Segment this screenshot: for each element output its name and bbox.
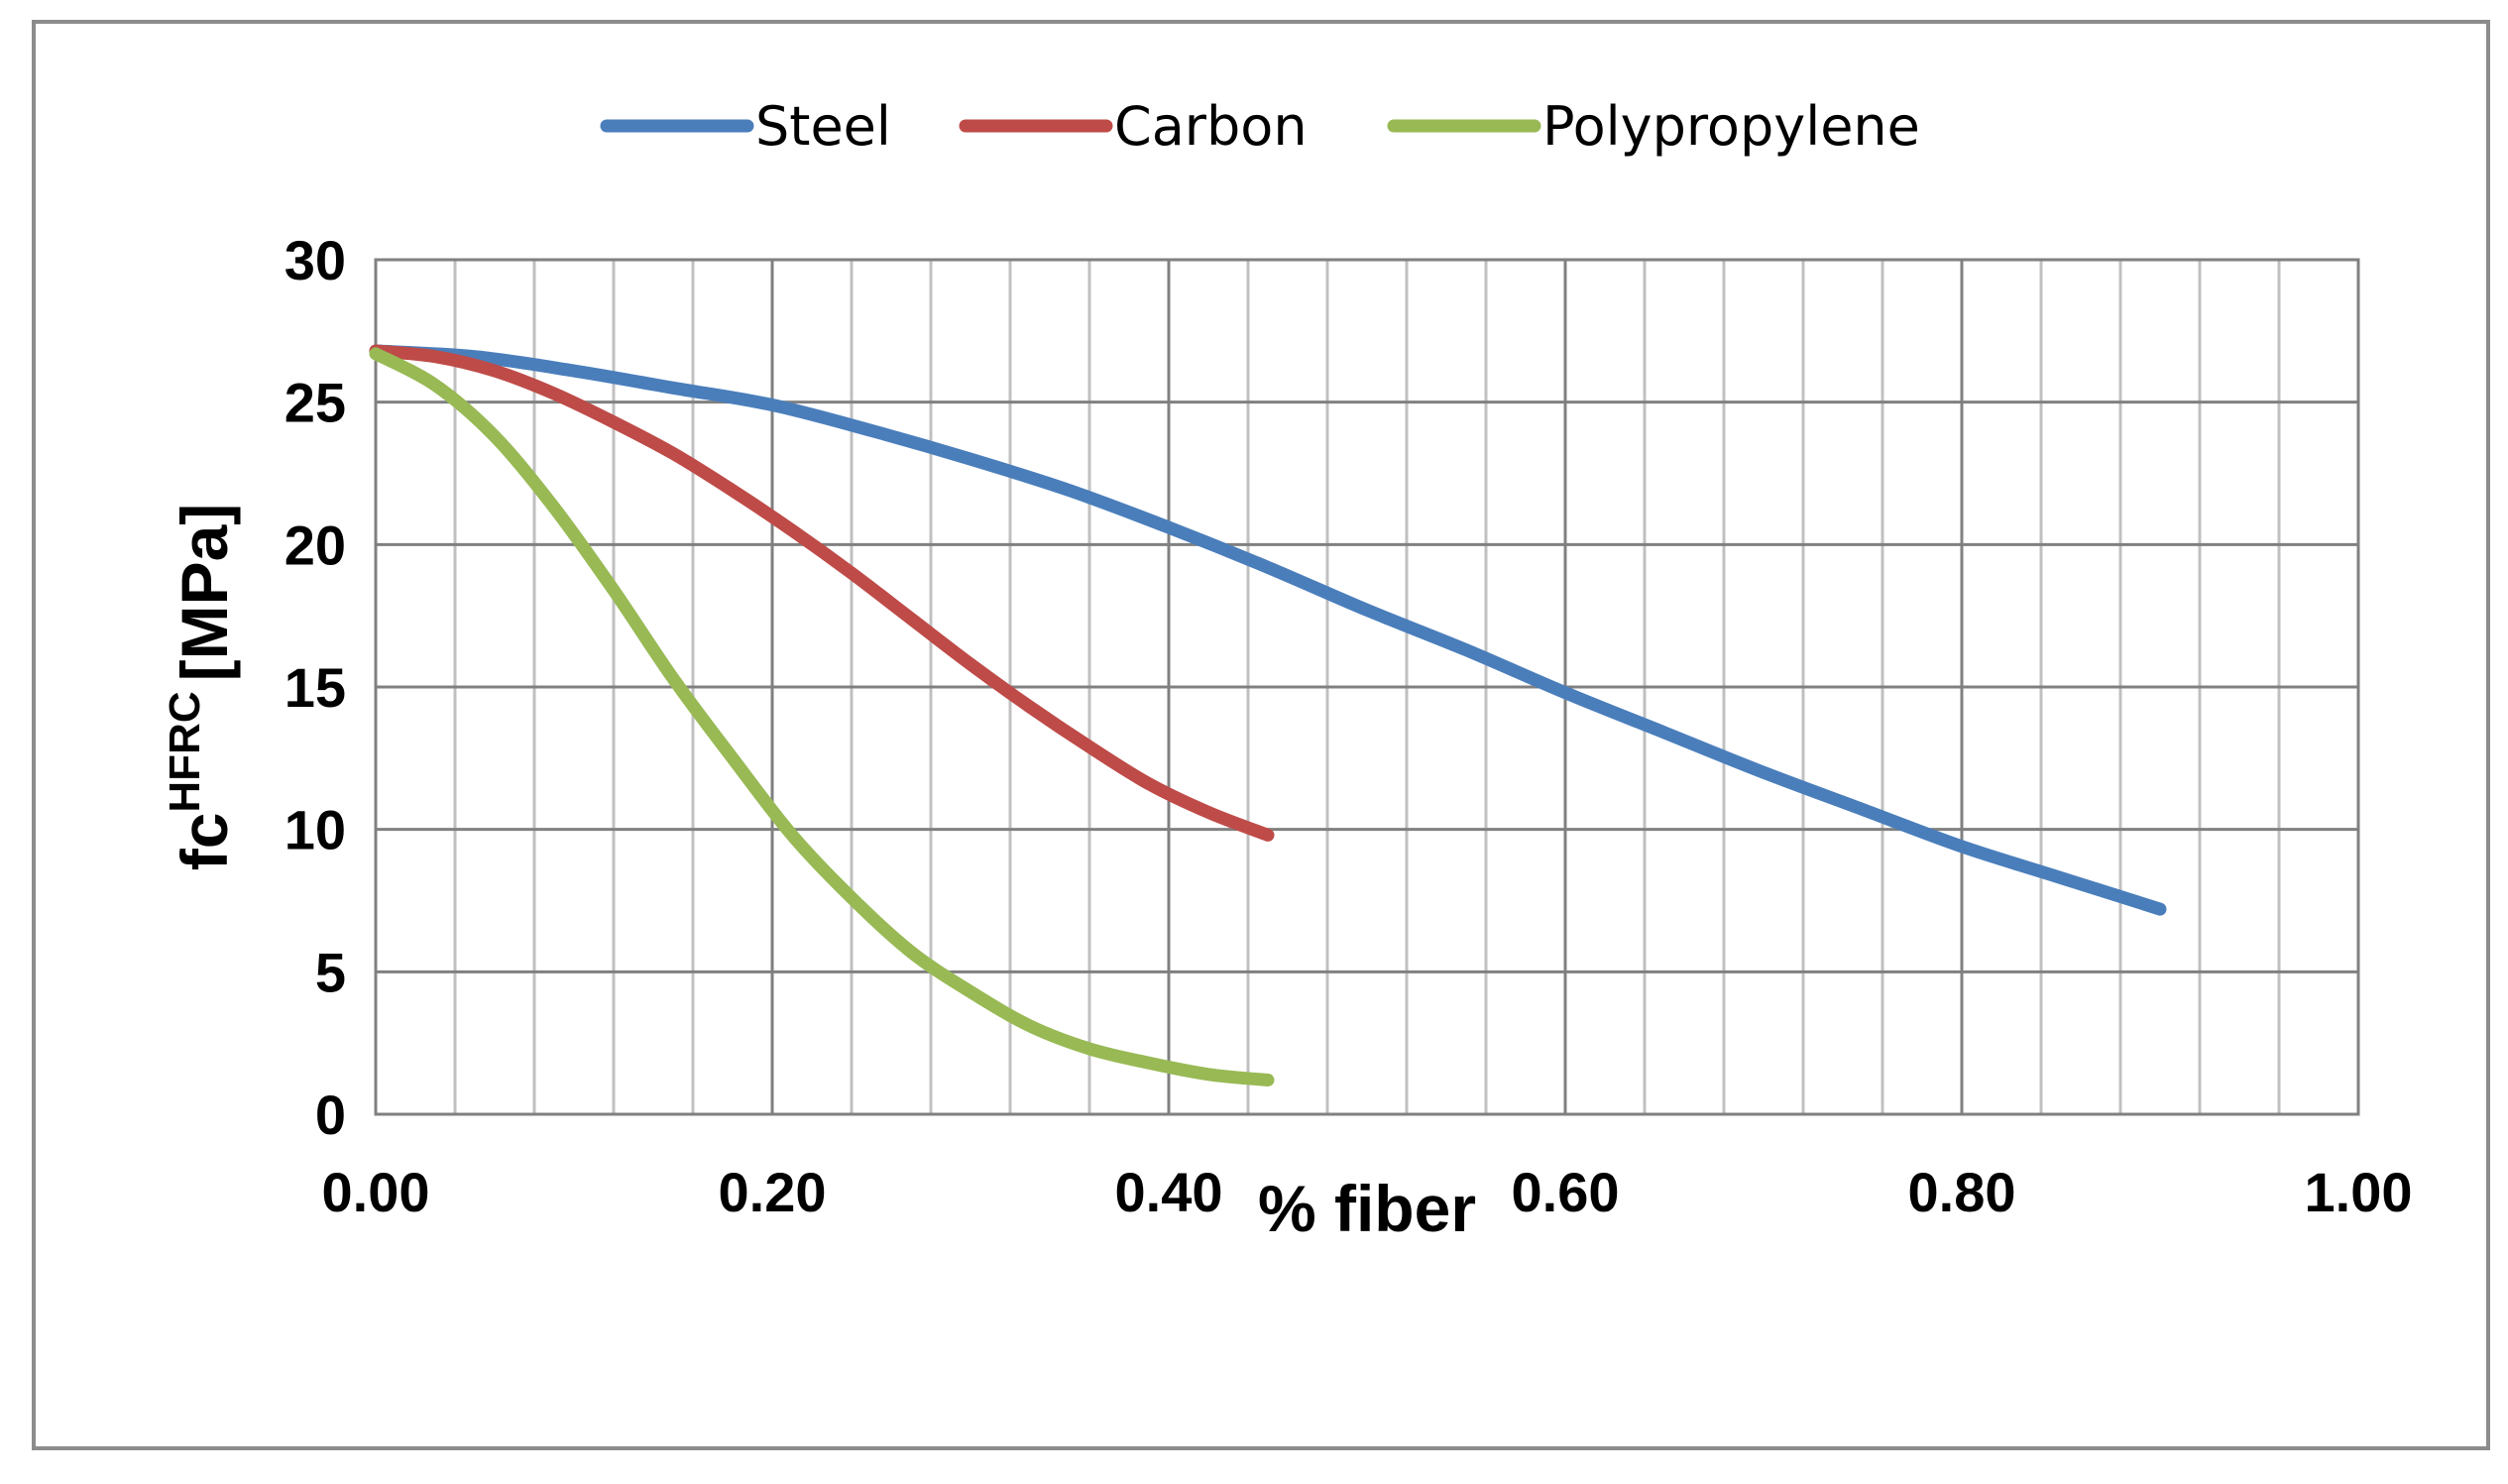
major-gridlines (376, 260, 2358, 1114)
chart-frame: 0 5 10 15 20 25 30 0.00 0.20 0.40 0.60 0.80 1.00 % … (32, 20, 2490, 1450)
x-axis-title: % fiber (1258, 1172, 1476, 1245)
legend-label-steel: Steel (755, 95, 891, 158)
line-chart: 0 5 10 15 20 25 30 0.00 0.20 0.40 0.60 0.80 1.00 % … (161, 95, 2413, 1245)
x-tick-label: 0.60 (1512, 1161, 1620, 1223)
y-tick-label: 10 (285, 799, 346, 861)
x-tick-label: 0.20 (719, 1161, 827, 1223)
x-axis-ticks: 0.00 0.20 0.40 0.60 0.80 1.00 (322, 1161, 2413, 1223)
x-tick-label: 0.00 (322, 1161, 430, 1223)
y-axis-title-superscript: HFRC (161, 691, 209, 812)
series-layer (369, 344, 2167, 1087)
x-tick-label: 1.00 (2305, 1161, 2413, 1223)
y-tick-label: 20 (285, 514, 346, 576)
x-tick-label: 0.40 (1115, 1161, 1223, 1223)
plot-area-border (374, 258, 2360, 1116)
y-tick-label: 15 (285, 656, 346, 719)
legend-label-carbon: Carbon (1114, 95, 1308, 158)
x-tick-label: 0.80 (1908, 1161, 2016, 1223)
y-tick-label: 25 (285, 372, 346, 434)
series-line-steel (369, 344, 2167, 916)
y-axis-ticks: 0 5 10 15 20 25 30 (285, 229, 346, 1146)
y-tick-label: 5 (315, 941, 346, 1003)
series-line-polypropylene (369, 347, 1275, 1087)
y-tick-label: 0 (315, 1084, 346, 1146)
y-tick-label: 30 (285, 229, 346, 291)
y-axis-title-unit: [MPa] (168, 504, 241, 682)
legend: Steel Carbon Polypropylene (600, 95, 1920, 158)
series-line-carbon (369, 344, 1275, 842)
y-axis-title-main: fc (168, 813, 241, 871)
legend-label-polypropylene: Polypropylene (1542, 95, 1920, 158)
y-axis-title: fcHFRC [MPa] (161, 504, 241, 871)
